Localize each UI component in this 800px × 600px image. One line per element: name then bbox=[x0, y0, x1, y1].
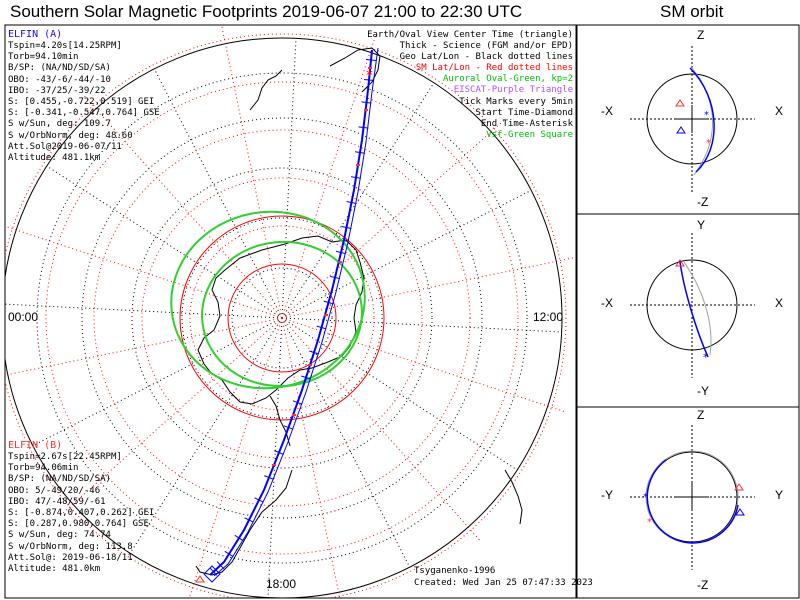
elfin-b-line: Altitude: 481.0km bbox=[8, 564, 101, 575]
elfin-b-info: ELFIN (B) Tspin=2.67s[22.45RPM] Torb=94.0… bbox=[8, 439, 154, 575]
panel2-axis-bottom: -Y bbox=[697, 384, 709, 398]
legend-entry: Geo Lat/Lon - Black dotted lines bbox=[399, 52, 573, 63]
legend-entry: Auroral Oval-Green, kp=2 bbox=[442, 74, 573, 85]
orbit-panel-frame-3 bbox=[576, 406, 800, 599]
orbit-panel-frame-1 bbox=[576, 24, 800, 215]
elfin-b-line: IBO: 47/-48/59/-61 bbox=[8, 496, 106, 507]
elfin-a-track bbox=[209, 49, 373, 576]
panel1-axis-bottom: -Z bbox=[697, 195, 709, 209]
sm-latitude-circle bbox=[179, 215, 385, 421]
orbit-title: SM orbit bbox=[660, 2, 724, 21]
elfin-a-end-asterisk: * bbox=[366, 68, 373, 84]
main-title: Southern Solar Magnetic Footprints 2019-… bbox=[10, 2, 523, 21]
elfin-a-line: S w/OrbNorm, deg: 48.60 bbox=[8, 130, 133, 141]
elfin-a-info: ELFIN (A) Tspin=4.20s[14.25RPM] Torb=94.1… bbox=[8, 28, 160, 164]
africa-coastline bbox=[504, 469, 523, 525]
elfin-b-line: S: [0.287,0.980,0.764] GSE bbox=[8, 519, 149, 530]
legend-entry: End Time-Asterisk bbox=[480, 118, 573, 129]
panel2-axis-top: Y bbox=[697, 218, 706, 232]
auroral-oval-inner bbox=[201, 240, 363, 388]
elfin-a-line: IBO: -37/25/-39/22 bbox=[8, 85, 106, 96]
elfin-a-lines: Tspin=4.20s[14.25RPM] Torb=94.10min B/SP: … bbox=[8, 41, 160, 164]
elfin-b-line: Att.Sol@: 2019-06-18/11 bbox=[8, 552, 133, 563]
legend-entry: Thick - Science (FGM and/or EPD) bbox=[399, 41, 573, 52]
sm-grid bbox=[5, 33, 567, 598]
elfin-a-header: ELFIN (A) bbox=[8, 29, 63, 40]
model-label: Tsyganenko-1996 bbox=[414, 566, 496, 576]
elfin-b-line: OBO: 5/-49/20/-46 bbox=[8, 485, 101, 496]
sm-track-markers bbox=[272, 67, 372, 466]
legend-entry: Tick Marks every 5min bbox=[459, 96, 573, 107]
panel2-axis-right: X bbox=[775, 296, 784, 310]
legend-entry: Vsf-Green Square bbox=[486, 129, 573, 140]
elfin-a-line: Altitude: 481.1km bbox=[8, 153, 101, 164]
panel3-axis-right: Y bbox=[775, 488, 784, 502]
legend-entry: Start Time-Diamond bbox=[475, 107, 573, 118]
elfin-b-lines: Tspin=2.67s[22.45RPM] Torb=94.06min B/SP: … bbox=[8, 452, 154, 575]
legend: Earth/Oval View Center Time (triangle) Th… bbox=[367, 30, 573, 141]
panel1-axis-right: X bbox=[775, 104, 784, 118]
new-zealand-coastline bbox=[249, 69, 283, 111]
panel2-axis-left: -X bbox=[601, 296, 613, 310]
panel1-axis-left: -X bbox=[601, 104, 613, 118]
elfin-b-line: S w/OrbNorm, deg: 113.8 bbox=[8, 541, 133, 552]
panel3-axis-bottom: -Z bbox=[697, 578, 709, 592]
elfin-a-line: OBO: -43/-6/-44/-10 bbox=[8, 74, 111, 85]
elfin-a-line: S: [0.455,-0.722,0.519] GEI bbox=[8, 97, 155, 108]
legend-entry: Earth/Oval View Center Time (triangle) bbox=[367, 30, 573, 40]
antarctica-coastline bbox=[197, 235, 365, 405]
track-tick-marks bbox=[209, 59, 377, 576]
elfin-b-line: Torb=94.06min bbox=[8, 463, 79, 474]
start-time-diamond bbox=[203, 565, 221, 583]
panel1-axis-top: Z bbox=[697, 28, 705, 42]
elfin-b-line: B/SP: (NA/ND/SD/SA) bbox=[8, 474, 111, 485]
panel3-axis-top: Z bbox=[697, 408, 705, 422]
elfin-b-header: ELFIN (B) bbox=[8, 440, 63, 451]
elfin-a-line: Att.Sol@2019-06-07/11 bbox=[8, 141, 122, 152]
elfin-b-line: S: [-0.874,0.407,0.262] GEI bbox=[8, 508, 155, 519]
globe-limb bbox=[5, 37, 563, 598]
sm-pole-circle bbox=[227, 263, 337, 373]
geo-grid bbox=[36, 72, 528, 564]
created-timestamp: Created: Wed Jan 25 07:47:33 2023 bbox=[414, 578, 593, 588]
legend-entry: EISCAT-Purple Triangle bbox=[453, 85, 573, 96]
orbit-panel-frame-2 bbox=[576, 213, 800, 408]
antarctic-peninsula bbox=[269, 395, 291, 447]
elfin-b-track bbox=[213, 47, 379, 577]
view-center-triangle bbox=[195, 575, 205, 583]
mlt-label-left: 00:00 bbox=[8, 310, 39, 324]
elfin-a-line: S: [-0.341,-0.547,0.764] GSE bbox=[8, 108, 160, 119]
elfin-a-line: Torb=94.10min bbox=[8, 52, 79, 63]
mlt-label-right: 12:00 bbox=[533, 310, 564, 324]
elfin-a-line: Tspin=4.20s[14.25RPM] bbox=[8, 41, 122, 51]
mlt-label-bottom: 18:00 bbox=[266, 577, 297, 591]
south-america-coastline bbox=[195, 469, 293, 576]
elfin-b-line: S w/Sun, deg: 74.74 bbox=[8, 530, 111, 541]
panel3-axis-left: -Y bbox=[601, 488, 613, 502]
legend-entry: SM Lat/Lon - Red dotted lines bbox=[415, 63, 573, 74]
elfin-a-line: S w/Sun, deg: 109.7 bbox=[8, 119, 111, 130]
elfin-b-line: Tspin=2.67s[22.45RPM] bbox=[8, 452, 122, 462]
elfin-a-line: B/SP: (NA/ND/SD/SA) bbox=[8, 63, 111, 74]
